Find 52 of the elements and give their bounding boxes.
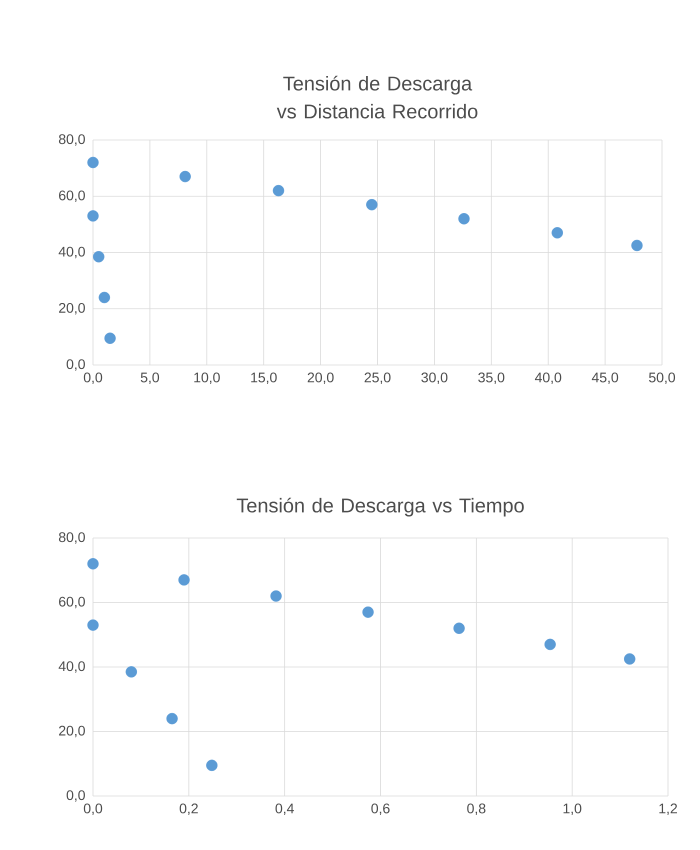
x-tick-label: 1,2 <box>659 804 678 816</box>
point <box>87 619 99 631</box>
x-tick-label: 0,2 <box>180 804 198 816</box>
y-tick-label: 20,0 <box>59 302 85 315</box>
y-tick-label: 0,0 <box>66 359 85 371</box>
x-tick-label: 20,0 <box>308 372 334 384</box>
y-tick-label: 80,0 <box>58 532 85 544</box>
point <box>104 332 116 344</box>
y-tick-label: 20,0 <box>59 726 85 738</box>
x-tick-label: 0,6 <box>371 804 390 816</box>
point <box>552 227 564 239</box>
x-tick-label: 40,0 <box>534 372 562 384</box>
point <box>178 574 190 586</box>
chart-title: Tensión de Descarga vs Distancia Recorrido <box>276 76 478 118</box>
point <box>98 292 110 304</box>
x-tick-label: 30,0 <box>421 372 448 384</box>
x-tick-label: 0,0 <box>84 804 102 816</box>
y-tick-label: 60,0 <box>59 596 85 608</box>
point <box>366 198 378 210</box>
x-tick-label: 5,0 <box>140 372 160 384</box>
point <box>453 622 465 634</box>
point <box>179 170 191 182</box>
x-tick-label: 25,0 <box>364 372 391 384</box>
point <box>87 156 99 168</box>
x-tick-label: 10,0 <box>194 372 220 384</box>
x-tick-label: 1,0 <box>564 804 582 816</box>
y-tick-label: 80,0 <box>58 134 85 146</box>
x-tick-label: 0,8 <box>467 804 486 816</box>
point <box>458 213 470 224</box>
y-tick-label: 0,0 <box>66 790 85 802</box>
chart-title: Tensión de Descarga vs Tiempo <box>236 498 524 517</box>
point <box>544 638 556 650</box>
y-tick-label: 40,0 <box>58 661 85 673</box>
x-tick-label: 35,0 <box>478 372 504 384</box>
x-tick-label: 0,4 <box>276 804 294 816</box>
point <box>126 666 138 678</box>
point <box>362 606 374 618</box>
x-tick-label: 15,0 <box>251 372 277 384</box>
point <box>624 653 636 665</box>
point <box>87 210 99 222</box>
point <box>92 251 104 262</box>
point <box>166 712 178 724</box>
point <box>272 184 284 196</box>
point <box>270 590 282 602</box>
y-tick-label: 40,0 <box>58 246 85 258</box>
point <box>206 760 218 772</box>
y-tick-label: 60,0 <box>59 190 85 202</box>
point <box>87 558 99 570</box>
x-tick-label: 45,0 <box>592 372 618 384</box>
x-tick-label: 0,0 <box>84 372 102 384</box>
point <box>631 240 643 252</box>
x-tick-label: 50,0 <box>648 372 676 384</box>
